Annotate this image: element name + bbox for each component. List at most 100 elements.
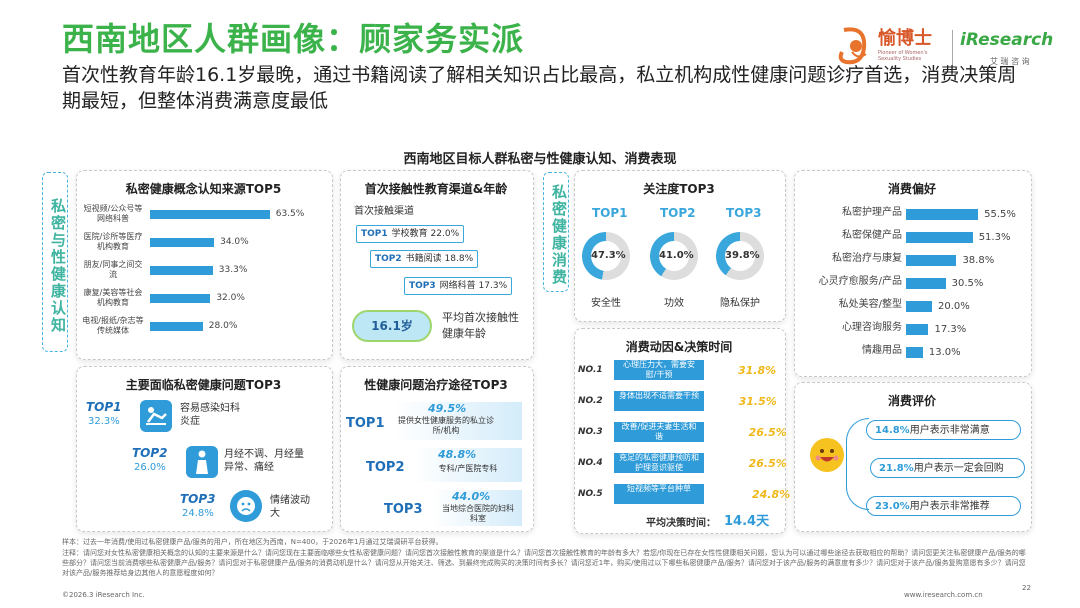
problem-value-1: 32.3% [88,416,120,427]
focus-donut: 41.0% [650,232,698,280]
preference-category-label: 心理咨询服务 [842,322,902,333]
source-value-label: 34.0% [220,237,249,247]
problem-rank-2: TOP2 [132,446,168,460]
focus-value-label: 39.8% [725,241,760,271]
decision-time-label: 平均决策时间： [646,518,716,529]
panel-treatment-title: 性健康问题治疗途径TOP3 [364,378,508,392]
treatment-label-2: 专科/产医院专科 [438,464,498,473]
preference-bar [906,301,932,312]
source-category-label: 医院/诊所等医疗机构教育 [83,232,143,251]
period-pain-icon [186,446,218,478]
treatment-value-3: 44.0% [452,490,491,503]
motive-value-label: 31.8% [738,364,777,377]
iresearch-logo: iResearch 艾 瑞 咨 询 [960,22,1056,74]
motive-rank-label: NO.5 [578,489,603,499]
source-category-label: 康复/美容等社会机构教育 [83,288,143,307]
sad-face-icon [230,490,262,522]
treatment-bar-1 [394,402,522,440]
decision-time-value: 14.4天 [724,514,770,529]
source-value-label: 63.5% [275,209,305,219]
evaluation-item-2: 21.8%用户表示一定会回购 [870,458,1025,478]
motive-value-label: 31.5% [738,395,777,408]
source-category-label: 朋友/同事之间交流 [83,260,143,279]
preference-bar [906,255,957,266]
preference-bar [906,278,946,289]
first-edu-age: 16.1岁 [352,310,432,342]
footer-sample: 样本：过去一年消费/使用过私密健康产品/服务的用户，所在地区为西南，N=400，… [62,538,443,546]
logo-divider [952,30,953,66]
panel-evaluation-title: 消费评价 [887,394,936,408]
source-bar [150,238,215,247]
source-category-label: 电视/报纸/杂志等传统媒体 [82,316,144,335]
preference-bar [906,347,923,358]
problem-label-1: 容易感染妇科炎症 [180,403,240,427]
panel-preference [794,170,1032,377]
focus-value-label: 41.0% [659,241,694,271]
first-edu-rank: TOP2 [375,254,402,264]
motive-rank-label: NO.1 [578,365,603,375]
first-edu-value: 22.0% [430,229,460,239]
evaluation-value: 14.8% [875,425,910,436]
yu-logo-sub: Pioneer of Women's Sexuality Studies [878,50,928,62]
footer-copyright: ©2026.3 iResearch Inc. [62,591,145,599]
yu-logo: 愉博士 Pioneer of Women's Sexuality Studies [836,22,948,74]
motive-bar: 短视频等平台种草 [614,484,704,504]
iresearch-logo-text: iResearch [960,30,1054,50]
problem-rank-1: TOP1 [86,400,122,414]
panel-sources [76,170,333,360]
panel-problems-title: 主要面临私密健康问题TOP3 [125,378,282,392]
treatment-value-2: 48.8% [438,448,477,461]
treatment-rank-3: TOP3 [384,502,423,517]
preference-value-label: 20.0% [938,301,970,312]
side-label-cognition: 私密与性健康认知 [42,172,68,352]
focus-category-label: 隐私保护 [720,298,760,309]
treatment-bar-2 [414,448,522,482]
panel-motive-title: 消费动因&决策时间 [625,340,733,354]
preference-value-label: 55.5% [984,209,1016,220]
source-value-label: 32.0% [216,293,245,303]
gyn-chair-icon [140,400,172,432]
evaluation-text: 用户表示非常推荐 [909,501,990,512]
side-label-consumption: 私密健康消费 [543,172,569,292]
motive-rank-label: NO.3 [578,427,603,437]
focus-rank-label: TOP1 [592,206,628,220]
preference-value-label: 51.3% [978,232,1011,243]
first-edu-channel-1: TOP1 学校教育 22.0% [356,225,465,243]
panel-sources-title: 私密健康概念认知来源TOP5 [125,182,282,196]
preference-category-label: 心灵疗愈服务/产品 [818,276,902,287]
evaluation-value: 21.8% [879,463,914,474]
problem-label-2: 月经不调、月经量异常、痛经 [224,449,304,473]
footer-page: 22 [1022,584,1031,592]
problem-value-3: 24.8% [182,508,214,519]
page-title: 西南地区人群画像：顾家务实派 [62,20,525,58]
preference-value-label: 13.0% [928,347,961,358]
preference-value-label: 17.3% [934,324,967,335]
first-edu-name: 书籍阅读 [405,254,442,264]
focus-category-label: 功效 [664,298,684,309]
motive-rank-label: NO.4 [578,458,603,468]
panel-focus-title: 关注度TOP3 [643,182,715,196]
source-bar [150,294,211,303]
evaluation-text: 用户表示一定会回购 [913,463,1004,474]
preference-bar [906,324,929,335]
treatment-value-1: 49.5% [428,402,467,415]
focus-donut: 39.8% [716,232,764,280]
evaluation-item-1: 14.8%用户表示非常满意 [866,420,1021,440]
treatment-bar-3 [432,490,522,526]
motive-bar: 身体出现不适需要干预 [614,391,704,411]
preference-category-label: 私密治疗与康复 [832,253,902,264]
source-bar [150,266,213,275]
problem-value-2: 26.0% [134,462,166,473]
panel-preference-title: 消费偏好 [887,182,936,196]
first-edu-name: 网络科普 [439,281,476,291]
motive-value-label: 26.5% [748,457,787,470]
preference-category-label: 私密保健产品 [842,230,902,241]
yu-logo-text: 愉博士 [878,28,932,49]
yu-logo-icon [838,27,867,65]
evaluation-value: 23.0% [875,501,910,512]
first-edu-age-label: 平均首次接触性健康年龄 [442,311,519,340]
preference-category-label: 私密护理产品 [842,207,902,218]
preference-value-label: 38.8% [962,255,995,266]
footer-notes: 注释：请问您对女性私密健康相关概念的认知的主要来源是什么？请问您现在主要面临哪些… [62,549,1026,577]
first-edu-value: 18.8% [444,254,474,264]
